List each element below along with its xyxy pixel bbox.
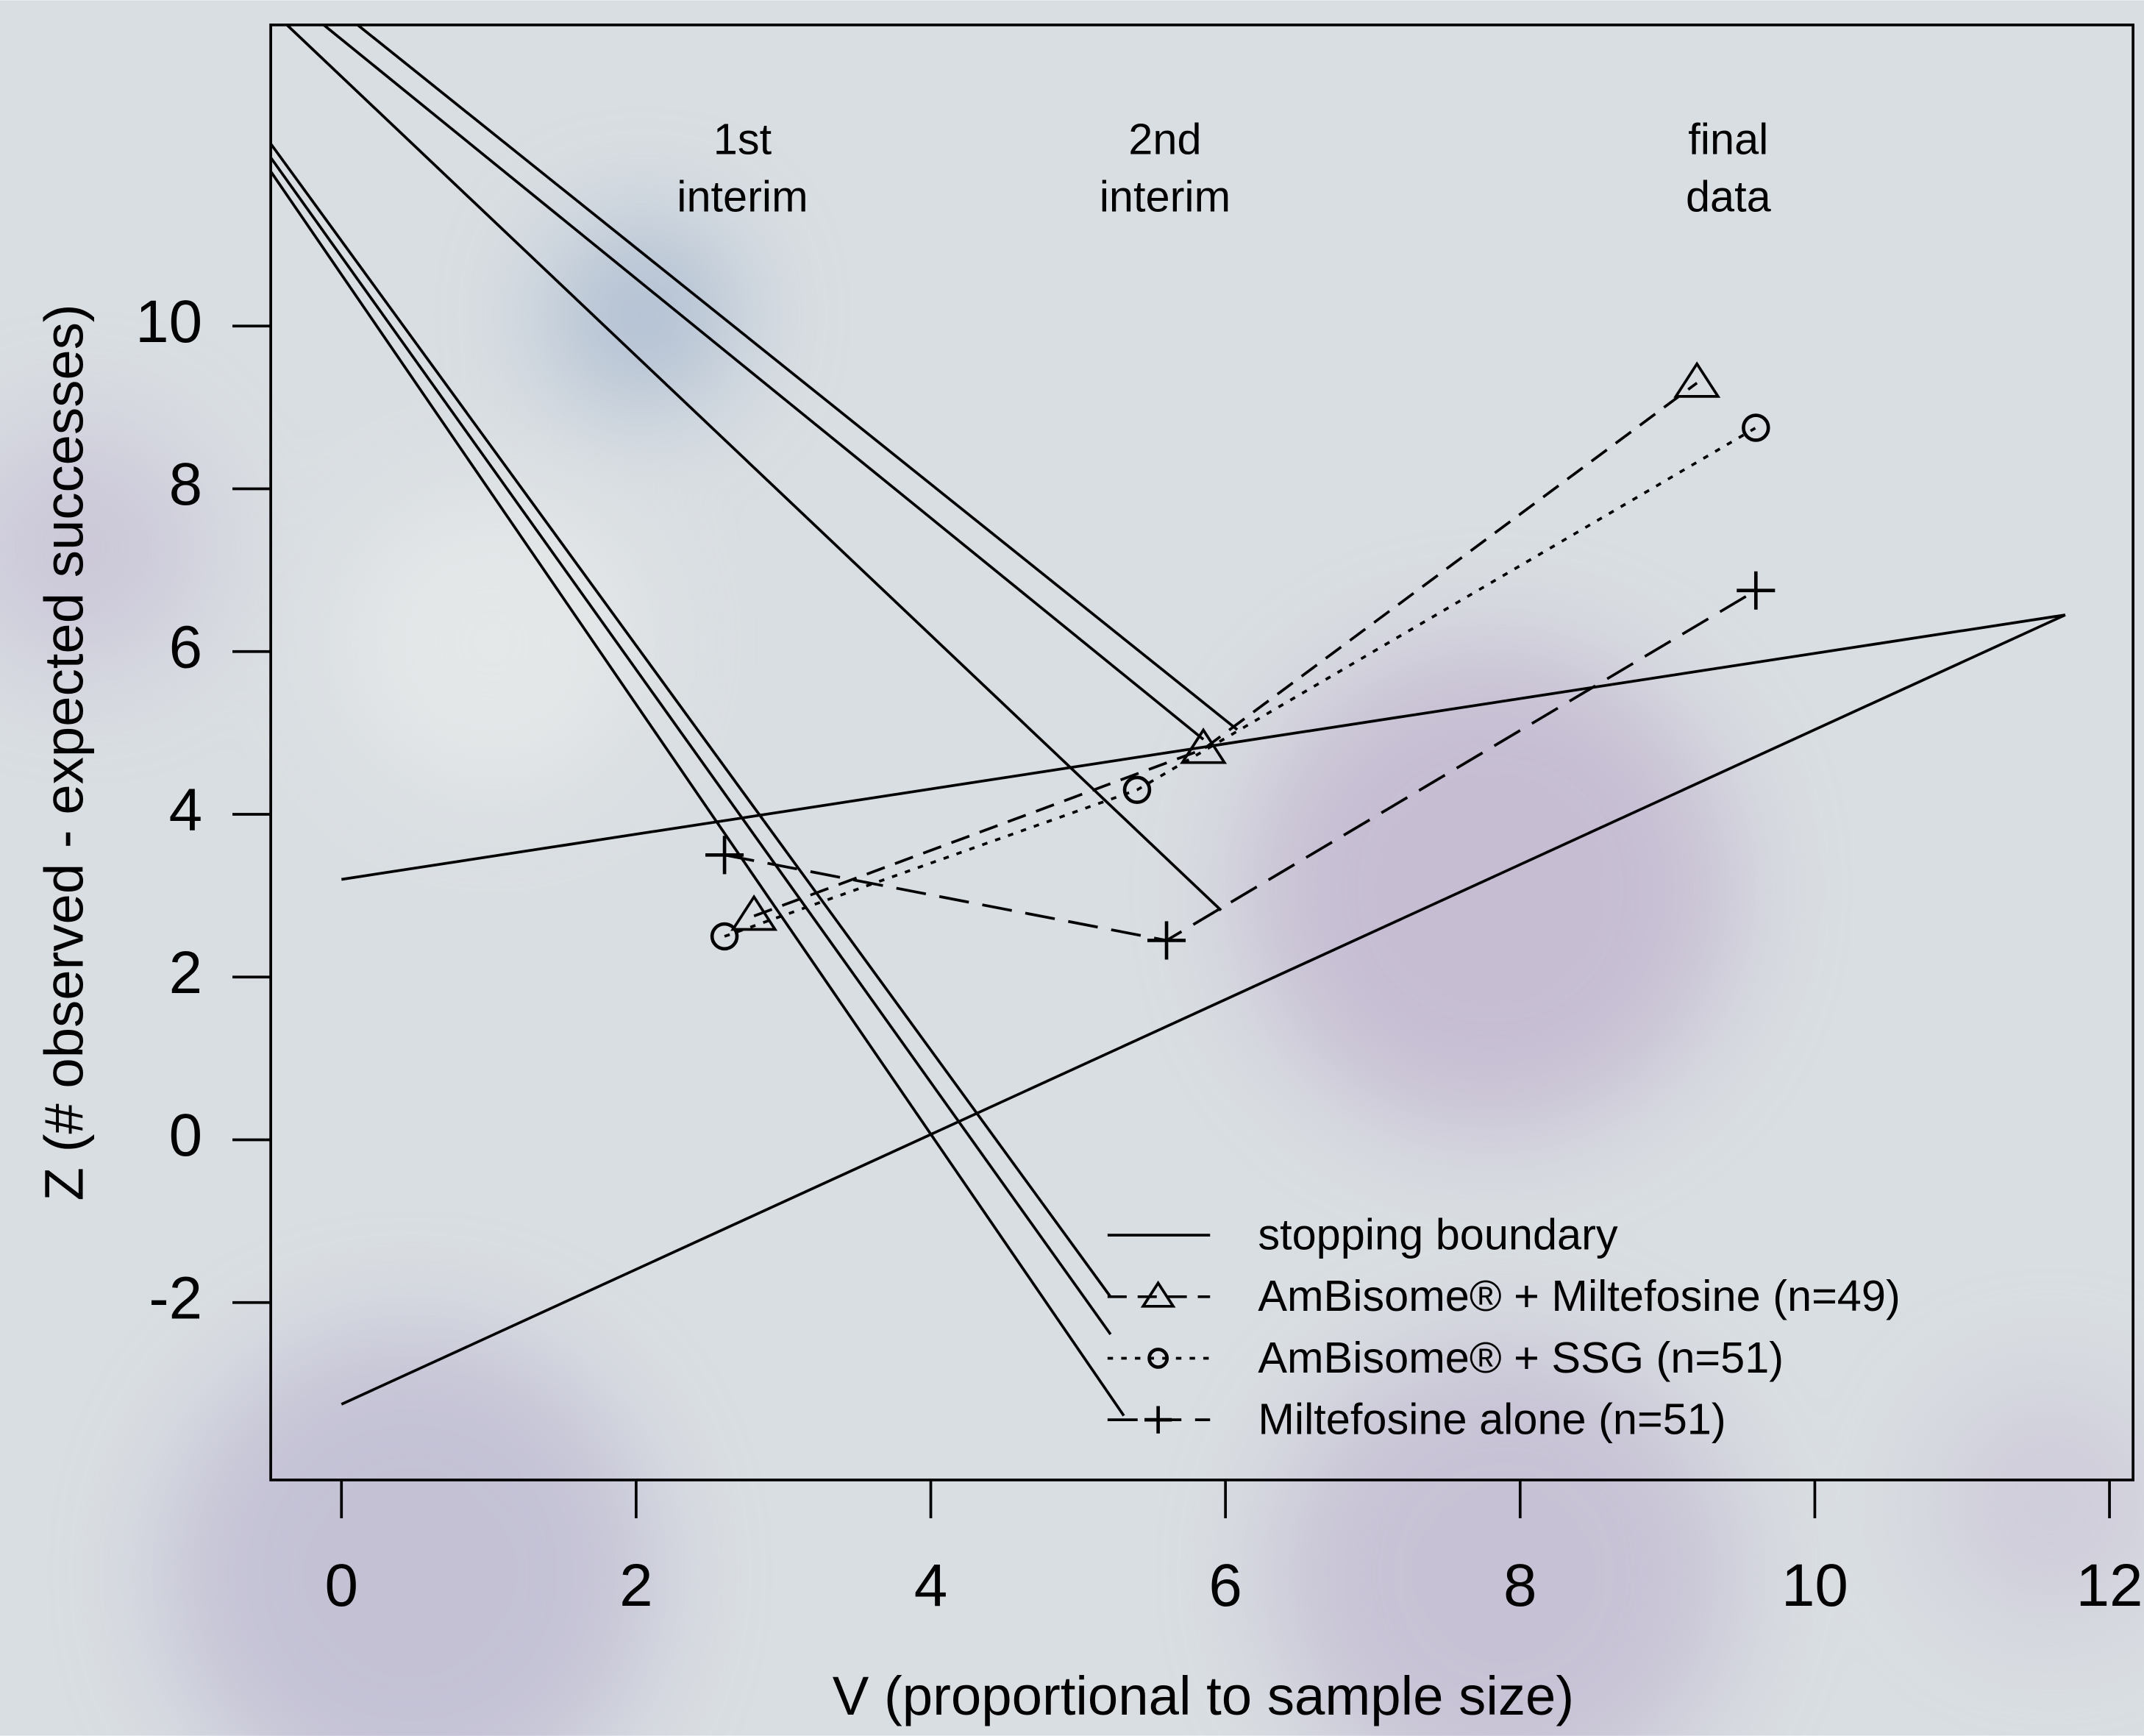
- marker-plus: [1144, 1406, 1172, 1434]
- x-axis-label: V (proportional to sample size): [833, 1665, 1574, 1726]
- background-blobs: [0, 218, 2144, 1736]
- plot-frame: [269, 24, 2134, 1481]
- marker-triangle: [1180, 728, 1228, 764]
- marker-triangle: [1673, 361, 1721, 398]
- legend-label: Miltefosine alone (n=51): [1258, 1395, 1725, 1444]
- marker-circle: [710, 922, 739, 951]
- x-tick-label: 8: [1503, 1552, 1536, 1619]
- annotation: interim: [1100, 172, 1231, 221]
- y-tick-label: 6: [169, 613, 202, 680]
- series-line: [724, 426, 1757, 938]
- legend-label: stopping boundary: [1258, 1210, 1618, 1259]
- marker-circle: [1122, 775, 1152, 805]
- annotation: 2nd: [1128, 114, 1201, 163]
- annotation: final: [1688, 114, 1768, 163]
- plot-area: [269, 24, 2066, 1417]
- marker-triangle: [1140, 1280, 1176, 1308]
- legend: stopping boundary AmBisome® + Miltefosine…: [1107, 1210, 1901, 1444]
- annotation: 1st: [713, 114, 772, 163]
- marker-plus: [1737, 571, 1776, 610]
- y-tick-label: 4: [169, 777, 202, 844]
- y-axis-label: Z (# observed - expected successes): [34, 304, 95, 1200]
- annotation: data: [1686, 172, 1772, 221]
- x-tick-label: 12: [2076, 1552, 2143, 1619]
- x-tick-label: 0: [325, 1552, 358, 1619]
- marker-triangle: [730, 894, 778, 931]
- x-tick-label: 2: [619, 1552, 652, 1619]
- x-tick-label: 6: [1208, 1552, 1242, 1619]
- x-tick-label: 10: [1781, 1552, 1848, 1619]
- annotation: interim: [677, 172, 808, 221]
- series-line: [269, 24, 2066, 1417]
- marker-circle: [1742, 413, 1770, 442]
- legend-label: AmBisome® + Miltefosine (n=49): [1258, 1271, 1900, 1320]
- y-tick-label: -2: [149, 1264, 202, 1331]
- y-tick-label: 10: [135, 288, 202, 355]
- legend-label: AmBisome® + SSG (n=51): [1258, 1333, 1784, 1382]
- marker-plus: [1147, 921, 1186, 960]
- marker-circle: [1147, 1348, 1169, 1369]
- marker-plus: [705, 836, 744, 875]
- y-tick-label: 8: [169, 451, 202, 518]
- y-tick-label: 2: [169, 939, 202, 1006]
- x-tick-label: 4: [914, 1552, 947, 1619]
- y-tick-label: 0: [169, 1102, 202, 1169]
- series-line: [753, 382, 1698, 918]
